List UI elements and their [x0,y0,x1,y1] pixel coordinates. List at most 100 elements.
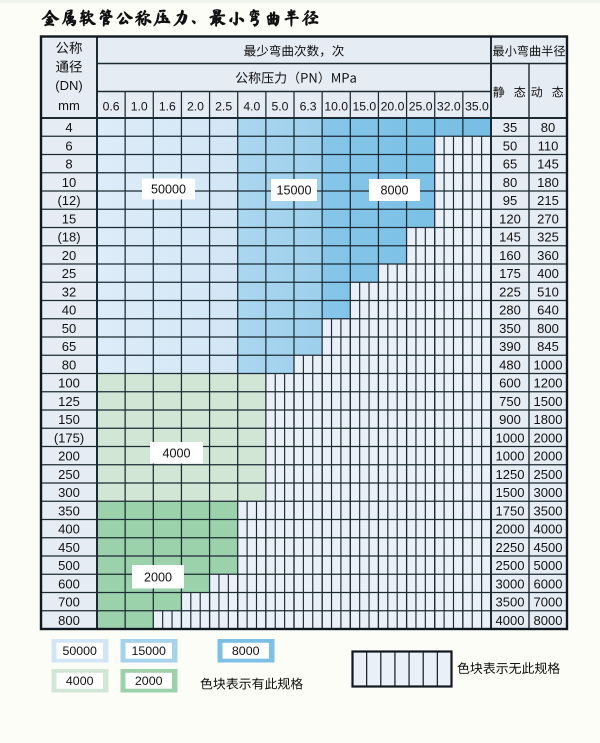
svg-text:5000: 5000 [534,558,563,573]
svg-text:900: 900 [499,412,521,427]
svg-text:600: 600 [499,376,521,391]
svg-text:145: 145 [499,230,521,245]
svg-text:3000: 3000 [496,576,525,591]
svg-text:10: 10 [62,175,76,190]
svg-text:80: 80 [503,175,517,190]
svg-text:4000: 4000 [496,613,525,628]
svg-text:40: 40 [62,303,76,318]
svg-text:80: 80 [62,357,76,372]
svg-text:700: 700 [58,595,80,610]
svg-text:4000: 4000 [162,446,190,460]
svg-text:1.0: 1.0 [131,99,148,113]
svg-text:1750: 1750 [496,503,525,518]
svg-text:15.0: 15.0 [352,99,376,113]
svg-text:350: 350 [499,321,521,336]
svg-text:510: 510 [537,284,559,299]
svg-text:225: 225 [499,284,521,299]
svg-text:25: 25 [62,266,76,281]
svg-text:25.0: 25.0 [409,99,433,113]
svg-text:4000: 4000 [66,674,94,688]
svg-text:175: 175 [499,266,521,281]
svg-text:160: 160 [499,248,521,263]
svg-text:750: 750 [499,394,521,409]
svg-text:15000: 15000 [276,184,311,198]
svg-text:32: 32 [62,284,76,299]
svg-text:35.0: 35.0 [465,99,489,113]
svg-text:4000: 4000 [534,522,563,537]
svg-text:15000: 15000 [131,644,166,658]
svg-text:3500: 3500 [496,595,525,610]
svg-text:280: 280 [499,303,521,318]
svg-text:5.0: 5.0 [271,99,288,113]
svg-text:150: 150 [58,412,80,427]
svg-text:6: 6 [65,138,72,153]
svg-text:2250: 2250 [496,540,525,555]
svg-text:6.3: 6.3 [300,99,317,113]
svg-text:2500: 2500 [496,558,525,573]
svg-text:35: 35 [503,120,517,135]
svg-text:2500: 2500 [534,467,563,482]
svg-text:350: 350 [58,503,80,518]
svg-text:360: 360 [537,248,559,263]
svg-text:2000: 2000 [135,674,163,688]
svg-text:0.6: 0.6 [103,99,120,113]
svg-text:7000: 7000 [534,595,563,610]
svg-text:300: 300 [58,485,80,500]
svg-text:mm: mm [58,98,80,113]
svg-text:50000: 50000 [151,183,186,197]
svg-text:95: 95 [503,193,517,208]
svg-text:65: 65 [62,339,76,354]
svg-text:1000: 1000 [534,357,563,372]
svg-text:450: 450 [58,540,80,555]
svg-text:1250: 1250 [496,467,525,482]
svg-text:(12): (12) [57,193,80,208]
svg-text:500: 500 [58,558,80,573]
svg-text:4500: 4500 [534,540,563,555]
svg-text:145: 145 [537,157,559,172]
svg-text:270: 270 [537,211,559,226]
svg-text:1800: 1800 [534,412,563,427]
svg-text:15: 15 [62,211,76,226]
svg-text:4.0: 4.0 [243,99,260,113]
svg-text:65: 65 [503,157,517,172]
svg-text:1200: 1200 [534,376,563,391]
svg-text:400: 400 [58,522,80,537]
svg-text:125: 125 [58,394,80,409]
svg-text:110: 110 [538,138,559,153]
svg-text:800: 800 [537,321,559,336]
svg-text:8000: 8000 [380,184,408,198]
svg-text:2.0: 2.0 [187,99,204,113]
svg-text:8: 8 [65,157,72,172]
svg-text:640: 640 [537,303,559,318]
svg-text:50: 50 [503,138,517,153]
svg-text:6000: 6000 [534,576,563,591]
svg-text:10.0: 10.0 [324,99,348,113]
svg-text:3500: 3500 [534,503,563,518]
svg-text:1000: 1000 [496,430,525,445]
svg-text:100: 100 [58,376,80,391]
svg-text:400: 400 [537,266,559,281]
svg-text:(DN): (DN) [55,78,82,93]
svg-text:2000: 2000 [496,522,525,537]
svg-text:(18): (18) [57,230,80,245]
svg-text:20.0: 20.0 [381,99,405,113]
svg-text:200: 200 [58,449,80,464]
svg-text:20: 20 [62,248,76,263]
svg-text:8000: 8000 [534,613,563,628]
svg-text:480: 480 [499,357,521,372]
svg-text:50: 50 [62,321,76,336]
svg-text:8000: 8000 [232,644,260,658]
svg-text:2000: 2000 [144,570,172,584]
svg-text:325: 325 [537,230,559,245]
svg-text:800: 800 [58,613,80,628]
svg-text:4: 4 [65,120,72,135]
svg-text:1.6: 1.6 [159,99,176,113]
svg-text:1000: 1000 [496,449,525,464]
svg-text:1500: 1500 [534,394,563,409]
svg-text:32.0: 32.0 [437,99,461,113]
svg-text:180: 180 [537,175,559,190]
svg-text:3000: 3000 [534,485,563,500]
svg-text:2000: 2000 [534,449,563,464]
svg-text:390: 390 [499,339,521,354]
svg-text:600: 600 [58,576,80,591]
